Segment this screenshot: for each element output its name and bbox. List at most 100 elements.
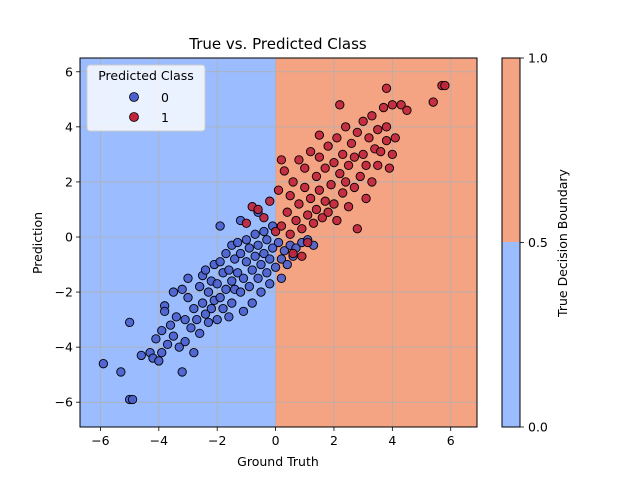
data-point-class-0 (124, 317, 135, 328)
data-point-class-1 (303, 237, 313, 248)
data-point-class-0 (270, 262, 281, 272)
data-point-class-0 (221, 284, 231, 294)
data-point-class-0 (180, 314, 190, 325)
plot-frame (79, 57, 478, 428)
data-point-class-1 (358, 116, 368, 126)
data-point-class-1 (276, 221, 287, 231)
data-point-class-1 (346, 138, 357, 149)
data-point-class-1 (373, 124, 383, 135)
data-point-class-0 (265, 279, 275, 289)
data-point-class-0 (232, 237, 243, 248)
data-point-class-0 (256, 287, 266, 297)
data-point-class-0 (259, 226, 269, 237)
colorbar-tick-label: 0.5 (528, 235, 548, 250)
data-point-class-1 (396, 100, 406, 110)
colorbar-tick-label: 1.0 (528, 51, 548, 66)
data-point-class-1 (367, 111, 377, 121)
data-point-class-1 (332, 133, 342, 143)
data-point-class-0 (227, 298, 237, 308)
legend-label-0: 0 (161, 90, 169, 105)
data-point-class-1 (428, 97, 438, 107)
data-point-class-1 (297, 251, 307, 261)
data-point-class-1 (311, 171, 322, 182)
data-point-class-0 (247, 298, 257, 308)
y-tick-label: −6 (55, 395, 73, 410)
data-point-class-0 (171, 312, 181, 322)
data-point-class-0 (282, 259, 292, 270)
data-point-class-0 (200, 265, 211, 275)
data-point-class-1 (253, 204, 263, 215)
colorbar-tick-label: 0.0 (528, 420, 548, 435)
legend-title: Predicted Class (98, 68, 194, 83)
data-point-class-0 (186, 323, 196, 333)
data-point-class-0 (98, 359, 109, 369)
data-point-class-1 (402, 105, 412, 115)
data-point-class-0 (165, 320, 176, 330)
data-point-class-1 (311, 204, 322, 215)
data-point-class-1 (381, 83, 392, 93)
data-point-class-1 (303, 210, 313, 220)
data-point-class-0 (224, 312, 234, 322)
data-point-class-0 (235, 248, 246, 259)
data-point-class-0 (232, 268, 243, 278)
y-tick-label: −2 (55, 285, 73, 300)
data-point-class-1 (387, 100, 397, 110)
data-point-class-0 (235, 287, 246, 297)
x-axis-ticks: −6 −4 −2 0 2 4 6 (91, 427, 455, 448)
data-point-class-1 (349, 152, 360, 162)
data-point-class-0 (177, 367, 187, 377)
data-point-class-1 (358, 149, 368, 160)
data-point-class-0 (215, 292, 225, 303)
legend-label-1: 1 (161, 110, 169, 125)
y-axis-label: Prediction (30, 212, 45, 274)
data-point-class-0 (253, 240, 263, 250)
data-point-class-0 (116, 367, 126, 377)
data-point-class-1 (367, 177, 377, 187)
data-point-class-0 (174, 342, 184, 352)
data-point-class-0 (195, 328, 205, 339)
data-point-class-0 (160, 306, 170, 316)
data-point-class-1 (335, 169, 345, 179)
data-point-class-1 (352, 224, 362, 234)
legend-marker-0 (129, 92, 139, 102)
data-point-class-0 (151, 334, 161, 344)
data-point-class-0 (183, 273, 193, 283)
data-point-class-0 (212, 279, 222, 289)
legend: Predicted Class 0 1 (86, 64, 206, 132)
data-point-class-1 (279, 166, 289, 176)
data-point-class-1 (288, 248, 298, 259)
data-point-class-0 (168, 287, 179, 297)
data-point-class-0 (192, 314, 202, 325)
data-point-class-0 (230, 254, 240, 264)
data-point-class-0 (215, 257, 225, 267)
data-point-class-1 (323, 207, 333, 217)
data-point-class-1 (349, 182, 360, 193)
data-point-class-1 (300, 163, 310, 173)
data-point-class-0 (168, 331, 179, 341)
y-tick-label: 2 (65, 174, 73, 189)
data-point-class-1 (440, 80, 450, 91)
data-point-class-0 (238, 273, 249, 283)
data-point-class-0 (136, 350, 146, 361)
data-point-class-1 (352, 127, 362, 138)
data-point-class-0 (215, 221, 225, 231)
x-tick-label: 4 (388, 433, 396, 448)
data-point-class-0 (189, 347, 199, 358)
data-point-class-1 (343, 202, 354, 212)
data-point-class-1 (381, 122, 392, 132)
data-point-class-0 (244, 243, 254, 253)
data-point-class-1 (387, 149, 397, 160)
data-point-class-0 (262, 268, 272, 278)
data-point-class-0 (241, 257, 252, 267)
data-point-class-0 (279, 246, 289, 256)
data-point-class-0 (221, 248, 231, 259)
data-point-class-1 (294, 199, 304, 209)
y-axis-ticks: −6 −4 −2 0 2 4 6 (55, 64, 80, 410)
x-tick-label: −4 (150, 433, 168, 448)
data-point-class-0 (206, 303, 217, 314)
data-point-class-0 (189, 303, 199, 314)
y-tick-label: −4 (55, 340, 73, 355)
colorbar-segment-1 (502, 58, 520, 242)
colorbar-segment-0 (502, 242, 520, 427)
